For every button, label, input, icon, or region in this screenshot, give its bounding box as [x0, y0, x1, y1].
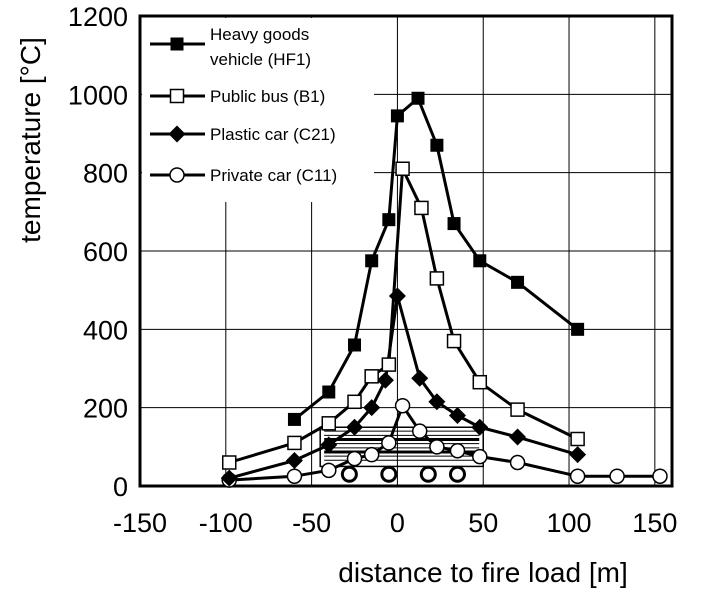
- legend-label: vehicle (HF1): [210, 50, 311, 69]
- data-point-filled-diamond: [168, 125, 186, 143]
- data-point-filled-square: [390, 109, 404, 123]
- y-tick-label: 400: [83, 315, 128, 345]
- data-point-open-square: [169, 88, 185, 104]
- vehicle-wheel: [340, 465, 358, 483]
- data-point-filled-square: [411, 91, 425, 105]
- x-tick-label: 100: [547, 508, 592, 538]
- y-tick-label: 200: [83, 394, 128, 424]
- legend-label: Plastic car (C21): [210, 125, 336, 144]
- series-1: [221, 161, 585, 470]
- data-point-filled-square: [287, 412, 301, 426]
- legend-entry: Private car (C11): [150, 166, 337, 185]
- y-tick-label: 600: [83, 237, 128, 267]
- data-point-open-square: [347, 394, 362, 410]
- data-point-filled-square: [348, 338, 362, 352]
- data-point-filled-diamond: [320, 436, 338, 454]
- data-point-open-square: [221, 455, 237, 470]
- y-tick-label: 0: [113, 472, 128, 502]
- data-point-filled-square: [473, 254, 487, 268]
- y-tick-label: 800: [83, 159, 128, 189]
- vehicle-body: [319, 426, 484, 468]
- data-point-open-circle: [381, 435, 397, 451]
- data-point-open-circle: [509, 454, 526, 471]
- legend-entry: Plastic car (C21): [150, 125, 336, 144]
- data-point-open-circle: [652, 468, 668, 484]
- data-point-filled-diamond: [285, 452, 303, 470]
- data-point-filled-diamond: [220, 469, 238, 487]
- data-point-open-square: [472, 374, 488, 390]
- data-point-filled-square: [382, 213, 396, 227]
- data-point-filled-square: [430, 138, 444, 152]
- data-point-filled-square: [170, 37, 184, 51]
- data-point-open-square: [446, 333, 462, 349]
- vehicle-wheel: [448, 465, 466, 483]
- y-axis-label: temperature [°C]: [15, 37, 46, 243]
- data-point-open-square: [287, 435, 302, 451]
- data-point-filled-diamond: [411, 369, 429, 387]
- legend: Heavy goods vehicle (HF1) Public bus (B1) P…: [142, 18, 374, 202]
- x-tick-label: -150: [113, 508, 167, 538]
- x-axis-label: distance to fire load [m]: [338, 557, 627, 588]
- x-tick-label: 150: [632, 508, 677, 538]
- data-point-open-square: [429, 271, 445, 286]
- data-point-open-circle: [169, 167, 185, 183]
- legend-label: Heavy goods: [210, 25, 309, 44]
- x-tick-labels: -150 -100 -50 0 50 100 150: [113, 508, 677, 538]
- x-tick-label: -100: [199, 508, 253, 538]
- data-point-open-circle: [449, 443, 466, 459]
- data-point-filled-square: [322, 385, 336, 399]
- plot-frame: [138, 14, 674, 488]
- series-2: [220, 287, 587, 487]
- data-point-open-square: [381, 357, 397, 372]
- data-point-open-square: [321, 416, 337, 431]
- y-tick-labels: 0 200 400 600 800 1000 1200: [68, 2, 128, 502]
- data-point-filled-diamond: [448, 407, 466, 424]
- data-point-filled-diamond: [428, 393, 446, 411]
- x-tick-label: 50: [468, 508, 498, 538]
- series-3: [221, 397, 668, 488]
- data-point-open-circle: [286, 468, 303, 484]
- legend-label: Private car (C11): [210, 166, 337, 185]
- data-point-open-circle: [472, 448, 488, 465]
- data-point-open-circle: [321, 462, 337, 479]
- data-point-filled-diamond: [376, 371, 394, 389]
- series-0: [287, 91, 585, 426]
- data-point-open-square: [510, 402, 525, 417]
- data-point-open-circle: [569, 468, 586, 484]
- data-point-open-circle: [394, 397, 411, 414]
- y-tick-label: 1000: [68, 80, 128, 110]
- series-layer: [220, 91, 668, 488]
- x-tick-label: -50: [292, 508, 331, 538]
- data-point-filled-diamond: [569, 446, 587, 464]
- legend-label: Public bus (B1): [210, 87, 325, 106]
- data-point-filled-square: [511, 275, 525, 289]
- legend-entry: Public bus (B1): [150, 87, 325, 106]
- data-point-filled-diamond: [509, 428, 527, 446]
- data-point-open-circle: [346, 450, 363, 467]
- x-tick-label: 0: [390, 508, 405, 538]
- data-point-filled-diamond: [388, 287, 406, 305]
- data-point-filled-diamond: [471, 418, 489, 436]
- vehicle-wheel: [419, 465, 437, 483]
- data-point-filled-diamond: [346, 418, 364, 436]
- data-point-filled-square: [447, 217, 461, 231]
- data-point-open-circle: [609, 468, 625, 484]
- vehicle-wheel: [380, 465, 398, 483]
- data-point-open-square: [364, 369, 379, 384]
- data-point-open-square: [395, 161, 410, 176]
- data-point-filled-square: [571, 322, 585, 336]
- legend-entry: Heavy goods vehicle (HF1): [150, 25, 311, 69]
- data-point-open-square: [414, 200, 429, 216]
- data-point-filled-diamond: [363, 399, 381, 417]
- data-point-open-circle: [363, 446, 380, 463]
- y-tick-label: 1200: [68, 2, 128, 32]
- data-point-open-circle: [411, 423, 428, 439]
- data-point-filled-square: [365, 254, 379, 268]
- data-point-open-circle: [429, 439, 445, 455]
- data-point-open-square: [570, 431, 585, 447]
